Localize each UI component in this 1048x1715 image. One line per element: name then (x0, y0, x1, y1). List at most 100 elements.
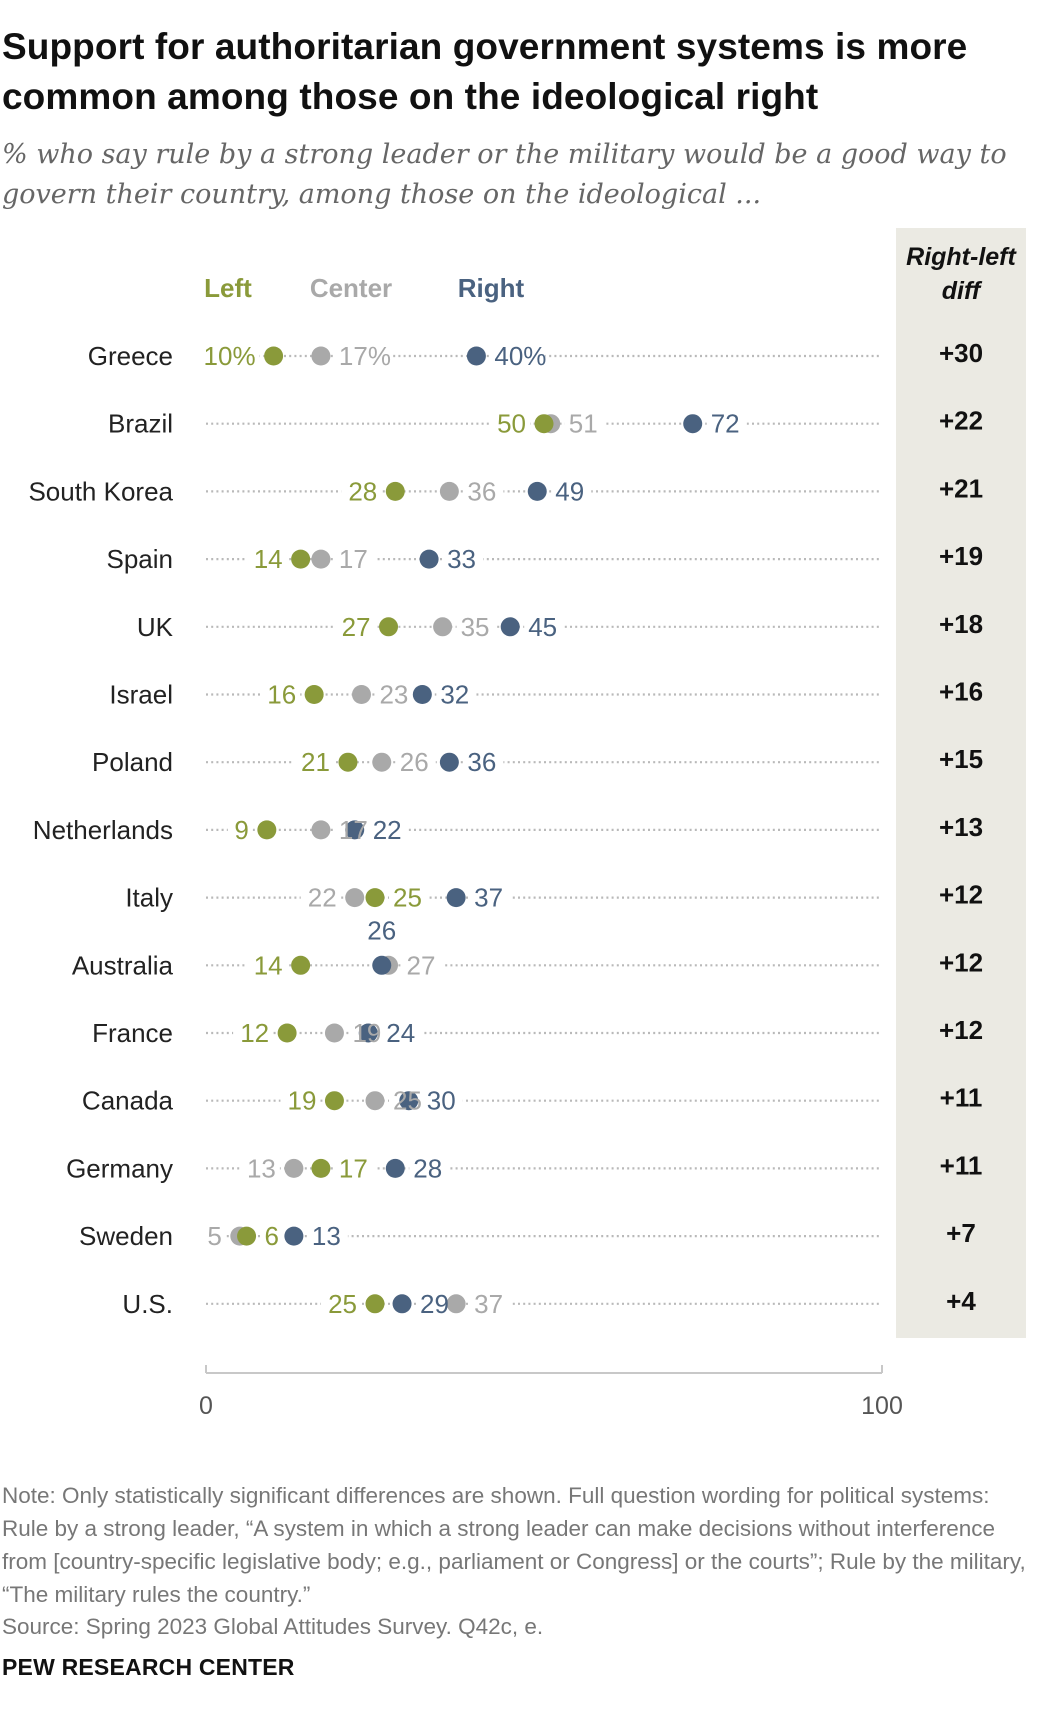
diff-value: +12 (939, 947, 983, 977)
label-backdrop (307, 1220, 348, 1253)
label-backdrop (422, 1084, 463, 1117)
label-backdrop (375, 678, 416, 711)
dot-right (527, 481, 547, 501)
label-backdrop (341, 475, 382, 508)
diff-value: +4 (946, 1286, 976, 1316)
value-label-right: 33 (447, 544, 476, 574)
value-label-left: 25 (328, 1289, 357, 1319)
diff-value: +16 (939, 677, 983, 707)
value-label-right: 40% (494, 341, 546, 371)
value-label-right: 45 (528, 612, 557, 642)
diff-value: +11 (940, 1083, 983, 1113)
label-backdrop (463, 746, 504, 779)
value-label-right: 30 (427, 1086, 456, 1116)
dot-right (466, 346, 486, 366)
label-backdrop (395, 746, 436, 779)
chart-source: Source: Spring 2023 Global Attitudes Sur… (2, 1614, 544, 1639)
label-backdrop (490, 407, 530, 440)
value-label-left: 10% (204, 341, 256, 371)
country-label: South Korea (28, 476, 173, 506)
country-label: Brazil (108, 409, 173, 439)
value-label-left: 12 (240, 1018, 269, 1048)
dot-left (534, 414, 554, 434)
label-backdrop (463, 475, 504, 508)
dot-center (439, 481, 459, 501)
dot-right (399, 1091, 419, 1111)
label-backdrop (239, 1152, 280, 1185)
value-label-left: 17 (339, 1153, 368, 1183)
dot-center (311, 346, 331, 366)
label-backdrop (321, 1287, 361, 1320)
dot-right (284, 1226, 304, 1246)
value-label-right: 13 (312, 1221, 341, 1251)
dot-center (446, 1294, 466, 1314)
label-backdrop (443, 543, 484, 576)
dot-right (392, 1294, 412, 1314)
country-label: Canada (82, 1086, 174, 1116)
country-label: Sweden (79, 1221, 173, 1251)
dot-center (365, 1091, 385, 1111)
dot-right (345, 820, 365, 840)
diff-value: +12 (939, 880, 983, 910)
x-tick-label: 100 (861, 1392, 903, 1420)
dot-left (338, 752, 358, 772)
chart-title: Support for authoritarian government sys… (2, 26, 968, 117)
value-label-center: 51 (569, 409, 598, 439)
value-label-left: 14 (254, 544, 283, 574)
value-label-center: 37 (474, 1289, 503, 1319)
value-label-right: 28 (413, 1153, 442, 1183)
label-backdrop (551, 475, 592, 508)
dot-left (304, 685, 324, 704)
value-label-center: 17% (339, 341, 391, 371)
value-label-center: 26 (400, 747, 429, 777)
label-backdrop (246, 949, 287, 982)
dot-left (291, 549, 311, 569)
value-label-center: 5 (207, 1221, 221, 1251)
label-backdrop (524, 610, 565, 643)
value-label-left: 16 (267, 680, 296, 710)
diff-value: +12 (939, 1015, 983, 1045)
dot-left (385, 481, 405, 501)
label-backdrop (233, 1017, 274, 1049)
value-label-center: 23 (379, 680, 408, 710)
value-label-center: 22 (308, 883, 337, 913)
label-backdrop (402, 949, 443, 982)
chart-subtitle: % who say rule by a strong leader or the… (2, 139, 1007, 210)
label-backdrop (470, 881, 511, 914)
dot-right (446, 888, 466, 908)
label-backdrop (334, 340, 390, 372)
dot-right (439, 752, 459, 772)
diff-value: +15 (939, 744, 983, 774)
dot-right (412, 685, 432, 704)
label-backdrop (260, 678, 301, 711)
pew-research-center-logo: PEW RESEARCH CENTER (2, 1654, 295, 1680)
legend-right: Right (458, 273, 525, 303)
value-label-left: 14 (254, 950, 283, 980)
diff-value: +7 (946, 1218, 976, 1248)
dot-center (433, 617, 453, 637)
dot-right (683, 414, 703, 434)
country-label: Germany (66, 1153, 173, 1183)
label-backdrop (409, 1152, 450, 1185)
value-label-right: 49 (555, 476, 584, 506)
value-label-center: 36 (467, 476, 496, 506)
dot-center (372, 752, 392, 772)
label-backdrop (564, 407, 605, 440)
label-backdrop (280, 1084, 321, 1117)
dot-right (372, 955, 392, 975)
value-label-left: 27 (342, 612, 371, 642)
label-backdrop (227, 813, 253, 846)
diff-value: +19 (939, 541, 983, 571)
dot-right (419, 549, 439, 569)
country-label: France (92, 1018, 173, 1048)
value-label-center: 27 (407, 950, 436, 980)
dot-left (379, 617, 399, 637)
dot-center (345, 888, 365, 908)
value-label-center: 25 (393, 1086, 422, 1116)
value-label-right: 22 (373, 815, 402, 845)
country-label: Greece (88, 341, 173, 371)
label-backdrop (334, 1152, 375, 1185)
label-backdrop (470, 1287, 511, 1320)
value-label-left: 21 (301, 747, 330, 777)
diff-value: +22 (939, 406, 983, 436)
